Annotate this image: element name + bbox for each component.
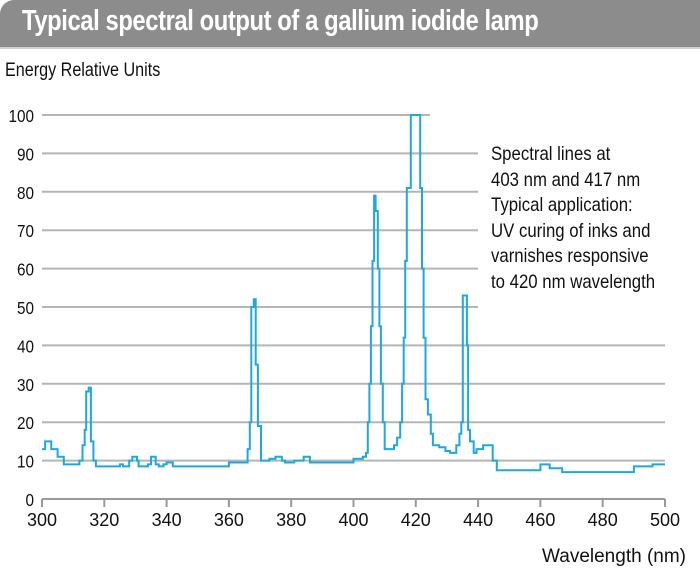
x-tick-label: 480 <box>588 510 618 530</box>
y-tick-label: 0 <box>25 490 34 510</box>
x-tick-label: 320 <box>89 510 119 530</box>
y-tick-label: 90 <box>17 144 34 164</box>
annotation-line: Typical application: <box>491 194 633 216</box>
annotation-line: Spectral lines at <box>491 143 611 165</box>
annotation: Spectral lines at 403 nm and 417 nm Typica… <box>491 142 655 295</box>
y-tick-label: 80 <box>17 183 34 203</box>
x-tick-label: 500 <box>650 510 680 530</box>
x-tick-label: 300 <box>27 510 57 530</box>
y-tick-label: 100 <box>8 106 34 126</box>
y-axis-label: Energy Relative Units <box>5 60 161 81</box>
annotation-line: UV curing of inks and <box>491 219 651 242</box>
x-tick-label: 340 <box>152 510 182 530</box>
y-tick-label: 20 <box>17 413 34 433</box>
y-tick-label: 60 <box>17 259 34 279</box>
x-tick-label: 360 <box>214 510 244 530</box>
x-axis-label: Wavelength (nm) <box>542 546 686 567</box>
y-tick-label: 50 <box>17 298 34 318</box>
annotation-line: varnishes responsive <box>491 245 649 267</box>
y-tick-label: 30 <box>17 375 34 395</box>
x-tick-label: 440 <box>463 510 493 530</box>
annotation-line: to 420 nm wavelength <box>491 270 656 293</box>
y-tick-label: 40 <box>17 336 34 356</box>
x-tick-label: 400 <box>338 510 368 530</box>
x-tick-label: 380 <box>276 510 306 530</box>
title-banner: Typical spectral output of a gallium iod… <box>0 0 700 49</box>
y-tick-label: 10 <box>17 451 34 471</box>
x-tick-label: 420 <box>401 510 431 530</box>
x-tick-label: 460 <box>525 510 555 530</box>
y-tick-label: 70 <box>17 221 34 241</box>
spectrum-line <box>42 114 665 474</box>
chart-title: Typical spectral output of a gallium iod… <box>22 5 539 37</box>
annotation-line: 403 nm and 417 nm <box>491 168 641 191</box>
